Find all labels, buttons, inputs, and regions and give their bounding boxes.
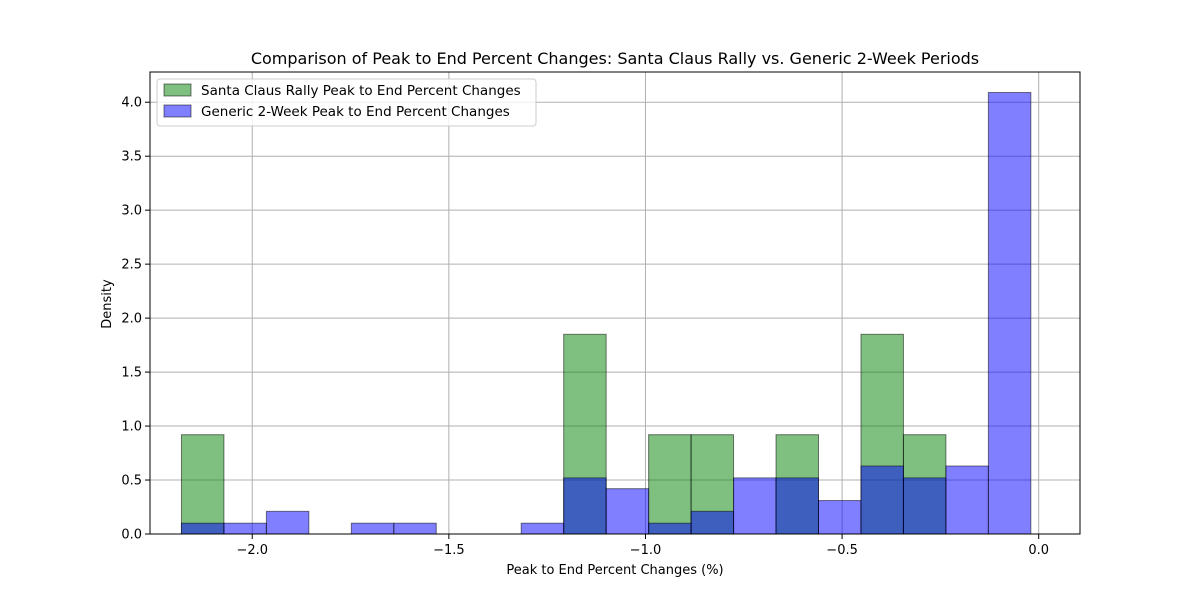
y-tick-label: 0.5 — [121, 474, 142, 489]
y-tick-label: 4.0 — [121, 96, 142, 111]
legend-label-santa-claus: Santa Claus Rally Peak to End Percent Ch… — [201, 83, 521, 99]
x-tick-label: −1.0 — [630, 543, 662, 558]
histogram-bar — [605, 488, 650, 535]
ticks-layer: −2.0 −1.5 −1.0 −0.5 0.0 0.0 0.5 1.0 1.5 2.0 2.5 3.0… — [121, 96, 1049, 558]
histogram-bar — [690, 510, 735, 535]
y-tick-label: 1.5 — [121, 366, 142, 381]
x-axis-label: Peak to End Percent Changes (%) — [506, 563, 723, 578]
histogram-bar — [265, 510, 310, 535]
histogram-bar — [902, 477, 947, 535]
y-tick-label: 0.0 — [121, 528, 142, 543]
histogram-bar — [563, 477, 607, 535]
legend-box — [156, 78, 537, 127]
histogram-bar — [987, 92, 1032, 535]
legend: Santa Claus Rally Peak to End Percent Ch… — [156, 78, 537, 127]
series-generic-bars — [180, 92, 1032, 535]
histogram-bar — [180, 434, 225, 535]
histogram-bar — [223, 522, 267, 535]
y-axis-label: Density — [100, 279, 115, 329]
plot-frame — [149, 71, 1081, 535]
y-tick-label: 3.0 — [121, 204, 142, 219]
frame-layer — [149, 71, 1081, 535]
histogram-bar — [733, 477, 777, 535]
x-tick-label: −2.0 — [236, 543, 268, 558]
histogram-bar — [775, 477, 819, 535]
histogram-bar — [393, 522, 437, 535]
x-tick-label: 0.0 — [1028, 543, 1049, 558]
y-tick-label: 2.5 — [121, 258, 142, 273]
histogram-bar — [817, 500, 862, 535]
bars-layer — [180, 92, 1032, 535]
x-tick-label: −1.5 — [433, 543, 465, 558]
y-tick-label: 1.0 — [121, 420, 142, 435]
y-tick-label: 2.0 — [121, 312, 142, 327]
histogram-bar — [180, 522, 225, 535]
histogram-bar — [350, 522, 395, 535]
x-tick-label: −0.5 — [826, 543, 858, 558]
histogram-bar — [648, 434, 692, 535]
y-tick-label: 3.5 — [121, 150, 142, 165]
chart-title: Comparison of Peak to End Percent Change… — [251, 49, 979, 68]
histogram-bar — [520, 522, 565, 535]
legend-swatch-generic — [163, 104, 192, 118]
histogram-bar — [648, 522, 692, 535]
legend-label-generic: Generic 2-Week Peak to End Percent Chang… — [201, 104, 510, 120]
histogram-bar — [860, 465, 904, 535]
legend-swatch-santa-claus — [163, 83, 192, 97]
histogram-bar — [945, 465, 989, 535]
